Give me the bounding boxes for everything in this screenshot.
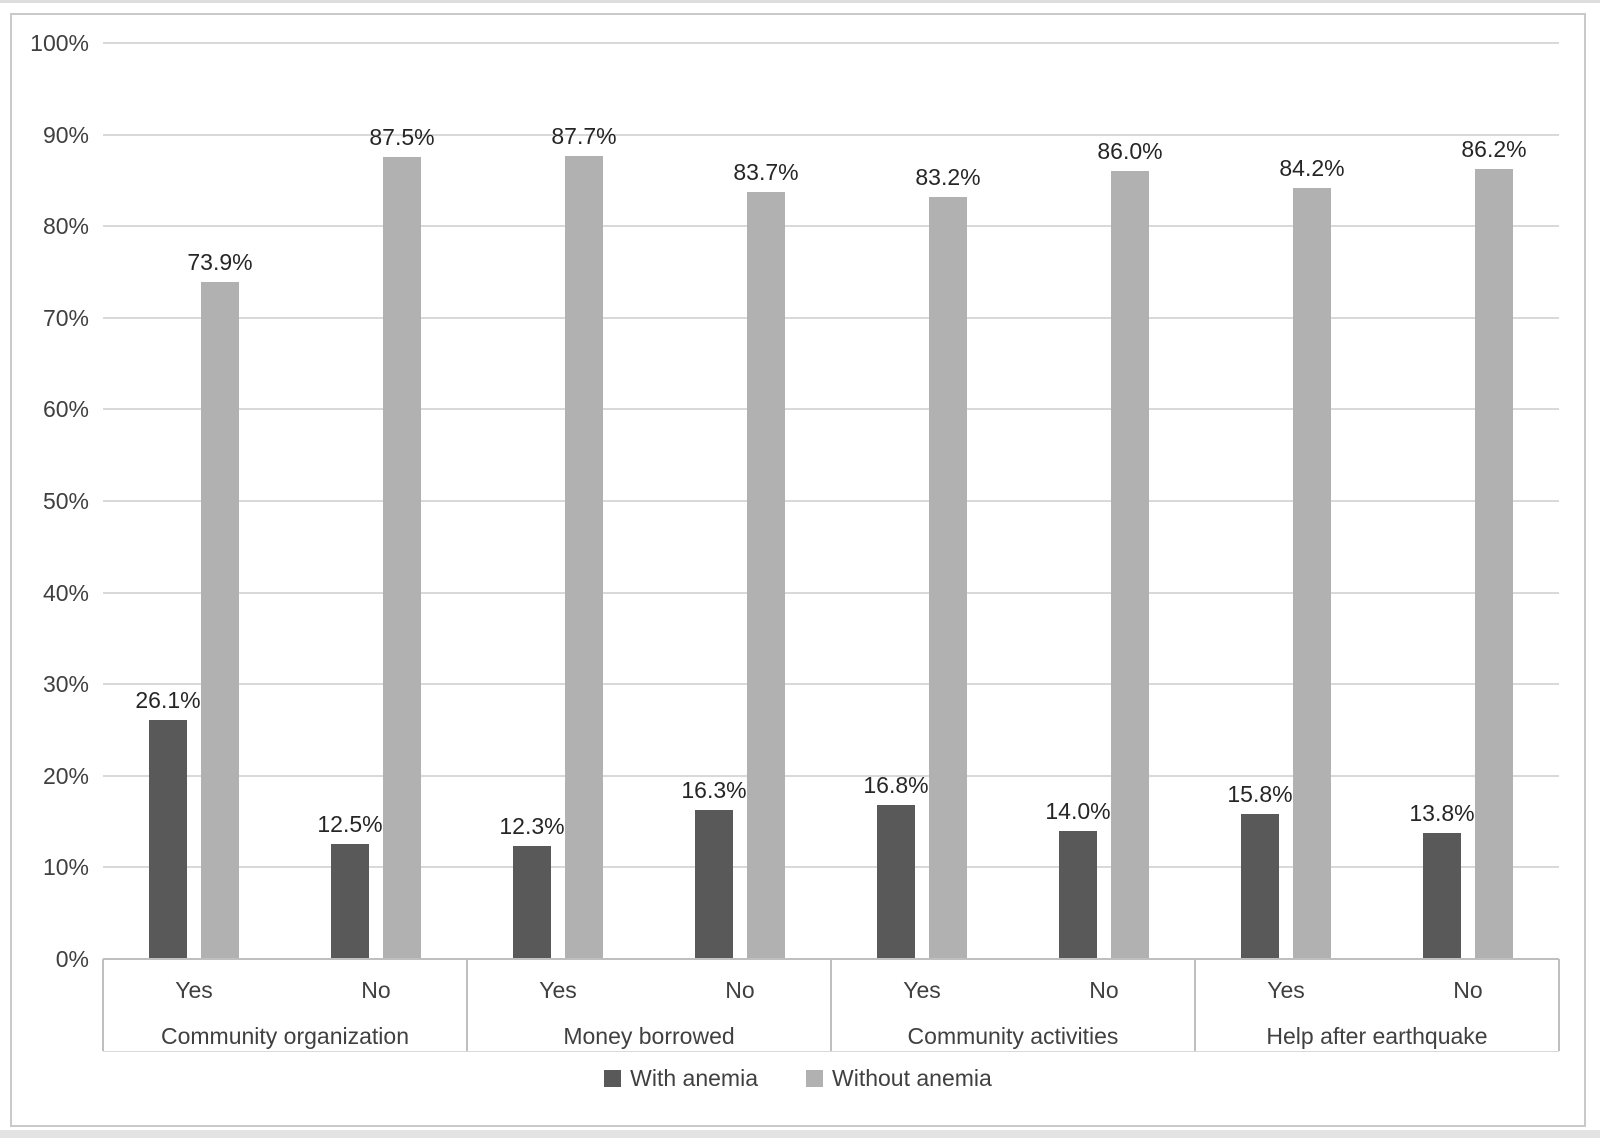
- y-axis-tick-label: 60%: [42, 396, 89, 423]
- category-group-divider: [830, 959, 832, 1051]
- category-tick-label: No: [1453, 977, 1483, 1003]
- legend-label: Without anemia: [832, 1064, 992, 1091]
- bar-without-anemia: [1293, 188, 1331, 959]
- category-group-label: Help after earthquake: [1266, 1023, 1488, 1049]
- bar-without-anemia: [383, 157, 421, 959]
- y-axis-tick-label: 20%: [42, 762, 89, 789]
- bar-with-anemia: [149, 720, 187, 959]
- bar-without-anemia: [1111, 171, 1149, 959]
- legend-swatch-with-anemia: [604, 1069, 622, 1087]
- category-group-label: Community activities: [907, 1023, 1119, 1049]
- bar-data-label: 84.2%: [1279, 155, 1345, 181]
- category-tick-label: No: [361, 977, 391, 1003]
- bar-data-label: 16.3%: [681, 777, 747, 803]
- screen-edge-bottom: [0, 1130, 1600, 1138]
- bar-with-anemia: [695, 810, 733, 959]
- chart-legend: With anemia Without anemia: [12, 1061, 1584, 1095]
- bar-without-anemia: [201, 282, 239, 959]
- screen-edge-top: [0, 0, 1600, 3]
- bar-with-anemia: [331, 844, 369, 959]
- bar-data-label: 12.5%: [317, 811, 383, 837]
- gridline: [103, 774, 1559, 777]
- bar-data-label: 83.2%: [915, 164, 981, 190]
- bar-data-label: 14.0%: [1045, 798, 1111, 824]
- gridline: [103, 408, 1559, 411]
- category-group-label: Money borrowed: [563, 1023, 735, 1049]
- bar-data-label: 16.8%: [863, 772, 929, 798]
- gridline: [103, 225, 1559, 228]
- bar-data-label: 86.2%: [1461, 136, 1527, 162]
- y-axis-tick-label: 90%: [42, 121, 89, 148]
- bar-without-anemia: [747, 192, 785, 959]
- bar-data-label: 83.7%: [733, 159, 799, 185]
- category-group-divider: [1558, 959, 1560, 1051]
- gridline: [103, 42, 1559, 44]
- y-axis-tick-label: 40%: [42, 579, 89, 606]
- bar-data-label: 13.8%: [1409, 800, 1475, 826]
- gridline: [103, 866, 1559, 869]
- bar-data-label: 15.8%: [1227, 781, 1293, 807]
- bar-without-anemia: [929, 197, 967, 959]
- category-group-divider: [466, 959, 468, 1051]
- category-tick-label: No: [1089, 977, 1119, 1003]
- category-tick-label: Yes: [539, 977, 577, 1003]
- gridline: [103, 133, 1559, 136]
- legend-item-without-anemia: Without anemia: [806, 1065, 992, 1092]
- y-axis-tick-label: 30%: [42, 671, 89, 698]
- category-tick-label: Yes: [1267, 977, 1305, 1003]
- legend-swatch-without-anemia: [806, 1069, 823, 1087]
- gridline: [103, 591, 1559, 594]
- gridline: [103, 316, 1559, 319]
- bar-data-label: 87.7%: [551, 123, 617, 149]
- bar-data-label: 73.9%: [187, 249, 253, 275]
- category-tick-label: Yes: [175, 977, 213, 1003]
- category-tick-label: Yes: [903, 977, 941, 1003]
- y-axis-tick-label: 70%: [42, 304, 89, 331]
- category-table-bottom-line: [103, 1051, 1559, 1052]
- bar-data-label: 12.3%: [499, 813, 565, 839]
- legend-item-with-anemia: With anemia: [604, 1065, 758, 1092]
- bar-with-anemia: [1059, 831, 1097, 959]
- bar-data-label: 87.5%: [369, 124, 435, 150]
- bar-with-anemia: [513, 846, 551, 959]
- category-group-label: Community organization: [160, 1023, 409, 1049]
- gridline: [103, 500, 1559, 502]
- y-axis-tick-label: 10%: [42, 854, 89, 881]
- bar-without-anemia: [565, 156, 603, 959]
- y-axis-tick-label: 100%: [30, 30, 89, 56]
- category-group-divider: [1194, 959, 1196, 1051]
- gridline: [103, 683, 1559, 686]
- bar-data-label: 86.0%: [1097, 138, 1163, 164]
- bar-without-anemia: [1475, 169, 1513, 959]
- bar-data-label: 26.1%: [135, 687, 201, 713]
- category-group-divider: [102, 959, 104, 1051]
- bar-with-anemia: [1241, 814, 1279, 959]
- y-axis-tick-label: 80%: [42, 213, 89, 240]
- bar-with-anemia: [1423, 833, 1461, 959]
- chart-frame: With anemia Without anemia 100% 90% 80% 70%…: [10, 13, 1586, 1127]
- y-axis-tick-label: 0%: [55, 946, 89, 972]
- category-tick-label: No: [725, 977, 755, 1003]
- y-axis-tick-label: 50%: [42, 488, 89, 514]
- bar-with-anemia: [877, 805, 915, 959]
- legend-label: With anemia: [630, 1064, 758, 1091]
